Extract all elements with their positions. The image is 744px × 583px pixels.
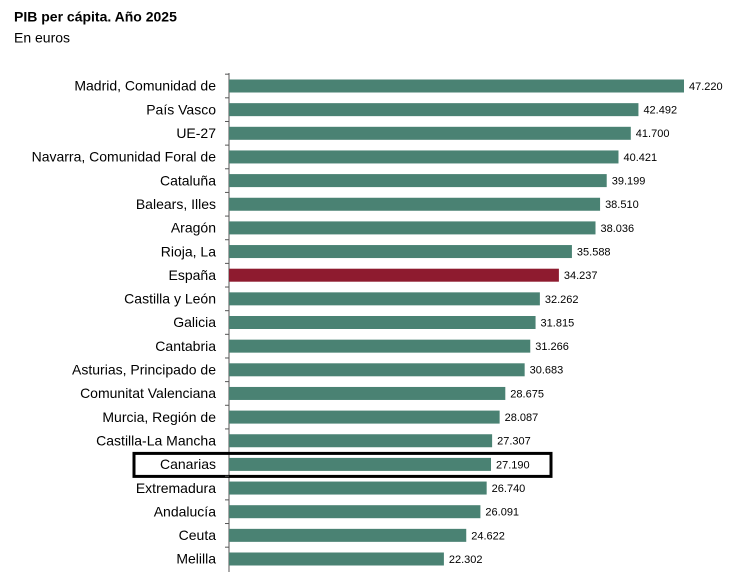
bar — [229, 505, 481, 519]
value-label: 40.421 — [623, 152, 657, 164]
bar — [229, 221, 596, 235]
bar — [229, 434, 493, 448]
bar — [229, 528, 467, 542]
category-label: Madrid, Comunidad de — [74, 78, 216, 94]
category-label: Castilla y León — [124, 291, 216, 307]
category-label: Andalucía — [154, 503, 216, 519]
category-label: Castilla-La Mancha — [96, 432, 216, 448]
value-label: 41.700 — [636, 128, 670, 140]
category-label: Extremadura — [136, 480, 216, 496]
value-label: 26.740 — [492, 483, 526, 495]
bar — [229, 126, 631, 140]
category-label: País Vasco — [146, 101, 216, 117]
value-label: 35.588 — [577, 246, 611, 258]
category-label: Galicia — [173, 314, 216, 330]
bar — [229, 268, 559, 282]
highlight-box — [132, 451, 553, 478]
bar — [229, 79, 684, 93]
value-label: 47.220 — [689, 81, 723, 93]
bar — [229, 363, 525, 377]
bar — [229, 457, 491, 471]
bar — [229, 245, 572, 259]
category-label: Canarias — [160, 456, 216, 472]
value-label: 30.683 — [530, 365, 564, 377]
bar — [229, 103, 639, 117]
bar — [229, 386, 506, 400]
value-label: 38.510 — [605, 199, 639, 211]
category-label: Cantabria — [155, 338, 216, 354]
value-label: 26.091 — [485, 507, 519, 519]
value-label: 38.036 — [601, 223, 635, 235]
value-label: 32.262 — [545, 294, 579, 306]
bar — [229, 150, 619, 164]
bar — [229, 410, 500, 424]
category-label: Ceuta — [179, 527, 217, 543]
category-label: Asturias, Principado de — [72, 362, 216, 378]
value-label: 28.087 — [505, 412, 539, 424]
bar — [229, 197, 601, 211]
category-label: Rioja, La — [161, 243, 216, 259]
category-label: Aragón — [171, 220, 216, 236]
category-label: Navarra, Comunidad Foral de — [32, 149, 217, 165]
value-label: 39.199 — [612, 176, 646, 188]
value-label: 34.237 — [564, 270, 598, 282]
value-label: 31.266 — [535, 341, 569, 353]
category-label: España — [169, 267, 217, 283]
category-label: Comunitat Valenciana — [80, 385, 216, 401]
bar — [229, 481, 487, 495]
category-label: Murcia, Región de — [102, 409, 216, 425]
bar — [229, 552, 444, 566]
chart-title: PIB per cápita. Año 2025 — [14, 9, 177, 25]
bar — [229, 339, 531, 353]
category-label: Balears, Illes — [136, 196, 216, 212]
bar — [229, 174, 607, 188]
value-label: 22.302 — [449, 554, 483, 566]
value-label: 24.622 — [471, 530, 505, 542]
category-label: UE-27 — [176, 125, 216, 141]
value-label: 42.492 — [643, 105, 677, 117]
bar — [229, 292, 540, 306]
category-label: Melilla — [176, 551, 216, 567]
chart-subtitle: En euros — [14, 30, 70, 46]
value-label: 31.815 — [541, 317, 575, 329]
value-label: 27.190 — [496, 459, 530, 471]
value-label: 27.307 — [497, 436, 531, 448]
value-label: 28.675 — [510, 388, 544, 400]
category-label: Cataluña — [160, 172, 216, 188]
bar — [229, 316, 536, 329]
